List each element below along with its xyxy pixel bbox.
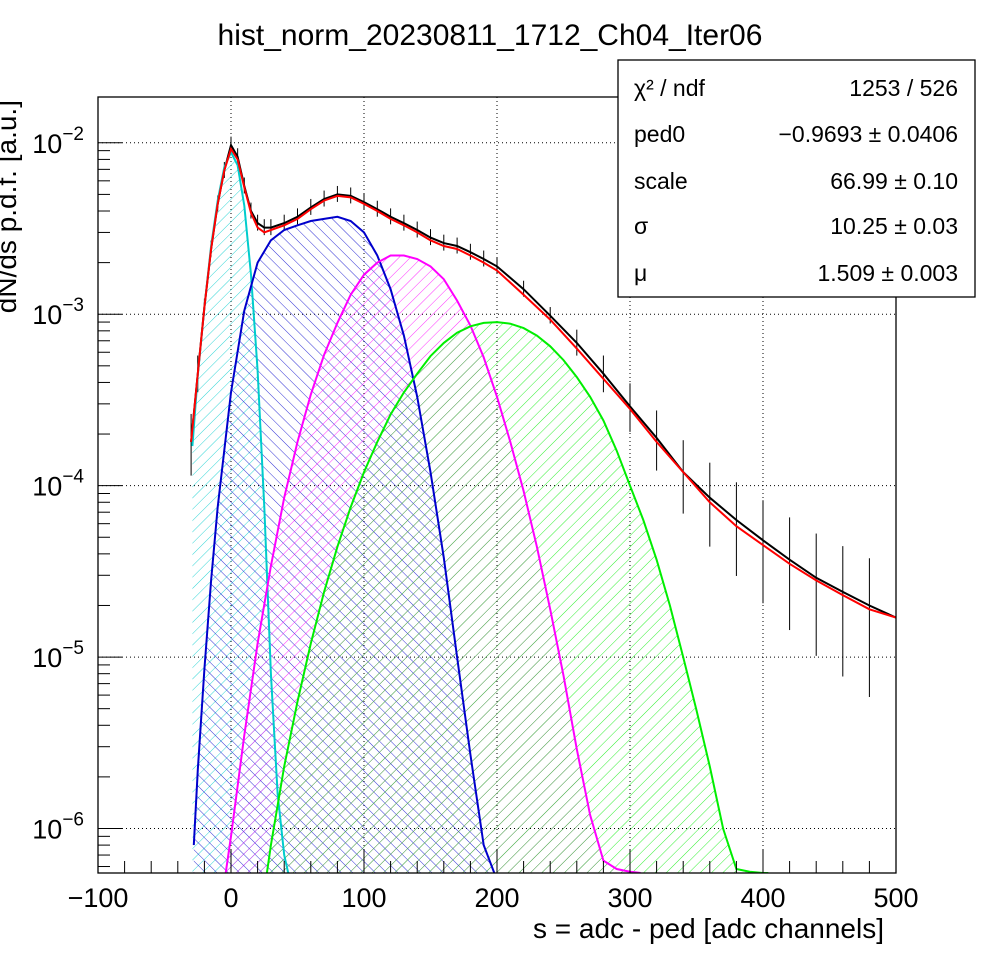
stats-row-value: 66.99 ± 0.10 [830,168,958,194]
chart-title: hist_norm_20230811_1712_Ch04_Iter06 [218,19,763,52]
stats-row: ped0 −0.9693 ± 0.0406 [634,121,958,147]
y-tick-label: 10−4 [32,467,84,502]
fit-curve [265,321,769,873]
stats-row-value: 1.509 ± 0.003 [817,260,958,286]
stats-row-name: χ² / ndf [634,75,705,101]
x-tick-label: 500 [873,883,918,913]
y-tick-label: 10−2 [32,124,84,159]
stats-row-name: scale [634,168,688,194]
stats-row-value: 1253 / 526 [849,75,958,101]
stats-row: χ² / ndf 1253 / 526 [634,75,958,101]
stats-row: scale 66.99 ± 0.10 [634,168,958,194]
stats-row: μ 1.509 ± 0.003 [634,260,958,286]
y-axis-ticks: 10−6 10−5 10−4 10−3 10−2 [32,124,122,868]
x-tick-label: 400 [740,883,785,913]
component-fill [266,322,769,873]
x-tick-label: 0 [223,883,238,913]
x-tick-label: 200 [474,883,519,913]
fit-curves [190,146,896,873]
stats-box: χ² / ndf 1253 / 526 ped0 −0.9693 ± 0.040… [617,59,976,298]
fit-curve [224,254,641,873]
stats-row-value: −0.9693 ± 0.0406 [778,121,958,147]
x-axis-label: s = adc - ped [adc channels] [533,913,884,944]
x-tick-label: 300 [607,883,652,913]
x-tick-label: −100 [68,883,129,913]
y-tick-label: 10−6 [32,809,84,844]
x-axis-ticks: −100 0 100 200 300 400 500 [68,849,919,913]
component-fills [192,152,769,873]
stats-row-value: 10.25 ± 0.03 [830,213,958,239]
fit-curve [192,215,496,873]
stats-row-name: σ [634,213,648,239]
x-tick-label: 100 [341,883,386,913]
stats-row-name: ped0 [634,121,685,147]
stats-box-frame [617,59,976,298]
stats-row: σ 10.25 ± 0.03 [634,213,958,239]
y-tick-label: 10−3 [32,295,84,330]
fit-curve [190,146,896,619]
y-axis-label: dN/ds p.d.f. [a.u.] [0,100,22,313]
stats-row-name: μ [634,260,647,286]
y-tick-label: 10−5 [32,638,84,673]
